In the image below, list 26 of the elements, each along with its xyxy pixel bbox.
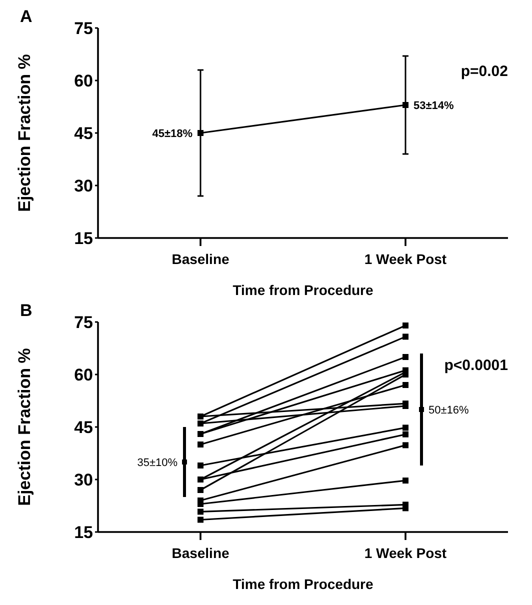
- y-axis-title: Ejection Fraction %: [15, 54, 34, 212]
- y-tick-label: 45: [74, 418, 93, 437]
- chart-title: B: [20, 301, 32, 320]
- y-tick-label: 60: [74, 71, 93, 90]
- x-tick-label: Baseline: [172, 251, 230, 267]
- x-axis-title: Time from Procedure: [232, 576, 374, 592]
- annotation: p<0.0001: [444, 357, 508, 374]
- x-tick-label: 1 Week Post: [364, 545, 447, 561]
- y-tick-label: 75: [74, 312, 93, 332]
- chart-title: A: [20, 7, 32, 26]
- y-tick-label: 75: [74, 18, 93, 38]
- data-label: 45±18%: [152, 128, 193, 140]
- y-tick-label: 30: [74, 470, 93, 490]
- x-axis-title: Time from Procedure: [232, 282, 374, 298]
- y-tick-label: 15: [74, 522, 93, 542]
- x-tick-label: Baseline: [172, 545, 230, 561]
- data-label: 50±16%: [428, 404, 470, 416]
- y-tick-label: 30: [74, 176, 93, 196]
- y-tick-label: 15: [74, 228, 93, 248]
- annotation: p=0.02: [460, 63, 508, 80]
- y-axis-title: Ejection Fraction %: [15, 348, 34, 506]
- data-label: 53±14%: [414, 100, 454, 112]
- x-tick-label: 1 Week Post: [364, 251, 447, 267]
- y-tick-label: 45: [74, 124, 93, 143]
- y-tick-label: 60: [74, 365, 93, 384]
- data-label: 35±10%: [137, 456, 178, 469]
